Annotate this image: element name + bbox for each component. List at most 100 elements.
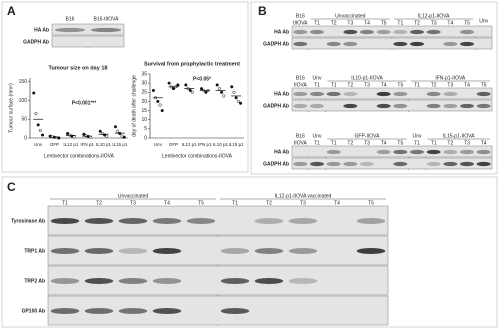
x-tick-label: GFP — [169, 142, 178, 147]
lane-label: T5 — [481, 82, 487, 88]
band — [50, 218, 80, 224]
band — [293, 41, 308, 47]
band — [254, 218, 284, 224]
lane-label: T4 — [334, 200, 340, 206]
y-tick-label: 5 — [144, 126, 147, 132]
band — [310, 161, 324, 167]
chart-title: Survival from prophylactic treatment — [144, 61, 240, 67]
lane-label: T5 — [368, 200, 374, 206]
band — [118, 218, 148, 224]
band — [443, 161, 458, 167]
group-label: GFP-IIOVA — [355, 133, 381, 139]
x-tick-label: IFN p1 — [80, 142, 94, 147]
band — [326, 149, 341, 155]
data-point — [105, 134, 109, 138]
row-label: TRP1 Ab — [24, 248, 45, 254]
band — [460, 161, 474, 167]
band — [393, 149, 408, 155]
data-point — [98, 129, 102, 133]
data-point — [34, 112, 38, 116]
lane-label: T4 — [164, 200, 170, 206]
band — [393, 29, 408, 35]
band — [220, 308, 250, 314]
lane-label: T4 — [447, 20, 453, 26]
band — [118, 248, 148, 254]
group-label: Unv — [479, 18, 488, 24]
band — [376, 91, 391, 97]
chart-title: Tumour size on day 18 — [49, 65, 108, 71]
band — [393, 103, 408, 109]
lane-label: T2 — [347, 140, 353, 146]
group-label: IL12-p1-IIOVA — [418, 13, 450, 19]
band — [326, 161, 341, 167]
band — [343, 91, 358, 97]
lane-label: T3 — [464, 140, 470, 146]
row-label: GADPH Ab — [23, 39, 49, 45]
y-tick-label: 100 — [19, 98, 28, 104]
blot-strip — [51, 23, 125, 36]
band — [410, 29, 424, 35]
data-point — [239, 101, 243, 105]
band — [293, 103, 308, 109]
y-tick-label: 150 — [19, 79, 28, 85]
y-tick-label: 30 — [141, 80, 147, 86]
lane-label: T5 — [397, 140, 403, 146]
band — [443, 149, 458, 155]
lane-label: T4 — [464, 82, 470, 88]
band — [426, 29, 441, 35]
lane-label: T2 — [347, 82, 353, 88]
band — [293, 161, 308, 167]
data-point — [158, 103, 162, 107]
x-tick-label: IL12 p1 — [63, 142, 79, 147]
group-label: IL12-p1-IIOVA vaccinated — [275, 193, 332, 199]
lane-label: tIIOVA — [293, 20, 308, 26]
row-label: HA Ab — [274, 29, 289, 35]
band — [90, 27, 122, 33]
data-point — [230, 85, 234, 89]
x-tick-label: Unv — [154, 142, 163, 147]
x-tick-label: IL15 p1 — [112, 142, 128, 147]
annotation: P<0.05* — [193, 76, 211, 82]
band — [443, 41, 458, 47]
band — [356, 218, 386, 224]
band — [426, 161, 441, 167]
band — [376, 149, 391, 155]
lane-label: T1 — [331, 140, 337, 146]
lane-label: T1 — [62, 200, 68, 206]
y-tick-label: 0 — [24, 135, 27, 141]
x-tick-label: IFN p1 — [198, 142, 212, 147]
lane-label: T5 — [381, 20, 387, 26]
band — [343, 29, 358, 35]
band — [220, 278, 250, 284]
blot-strip — [291, 99, 493, 112]
data-point — [217, 87, 221, 91]
band — [443, 91, 458, 97]
lane-label: T1 — [314, 140, 320, 146]
band — [393, 41, 408, 47]
lane-label: T3 — [447, 82, 453, 88]
band — [118, 278, 148, 284]
data-point — [82, 132, 86, 136]
y-tick-label: 25 — [141, 90, 147, 96]
data-point — [41, 133, 45, 137]
lane-label: T2 — [414, 20, 420, 26]
x-tick-label: IL10 p1 — [213, 142, 229, 147]
group-label: B16 — [296, 13, 305, 19]
y-tick-label: 15 — [141, 108, 147, 114]
blot-strip — [51, 35, 125, 48]
lane-label: T2 — [331, 20, 337, 26]
band — [293, 29, 308, 35]
band — [356, 248, 386, 254]
blot-strip — [291, 37, 493, 50]
data-point — [220, 90, 224, 94]
lane-label: T4 — [364, 20, 370, 26]
band — [360, 29, 374, 35]
lane-label: T1 — [314, 20, 320, 26]
band — [326, 91, 341, 97]
row-label: HA Ab — [34, 27, 49, 33]
band — [476, 103, 491, 109]
band — [310, 91, 324, 97]
row-label: HA Ab — [274, 149, 289, 155]
lane-label: T1 — [431, 140, 437, 146]
